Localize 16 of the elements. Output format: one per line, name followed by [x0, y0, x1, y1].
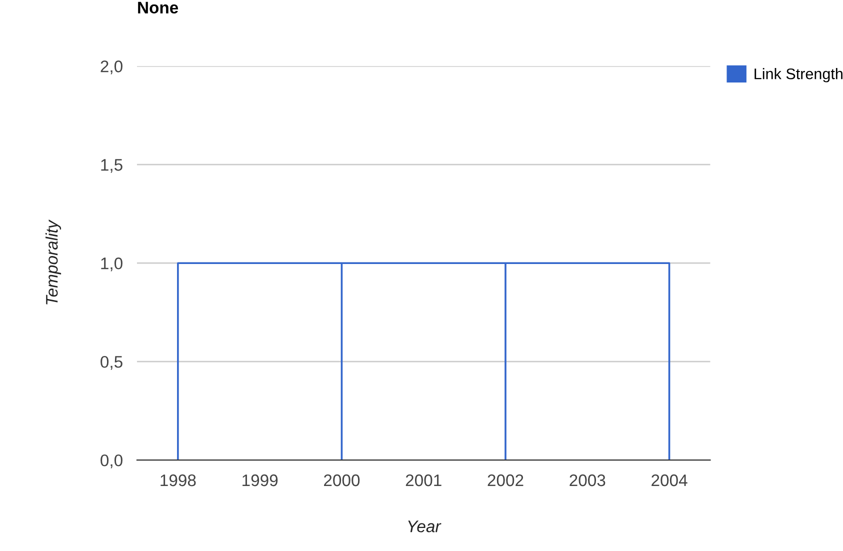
x-tick-label: 2004	[652, 474, 688, 486]
legend-label: Link Strength	[754, 68, 842, 82]
x-tick-label: 1999	[242, 474, 278, 486]
y-tick-label: 1,5	[101, 159, 122, 173]
x-tick-label: 2003	[570, 474, 606, 486]
x-tick-label: 1998	[160, 474, 196, 486]
chart-title: None	[138, 2, 178, 14]
x-tick-label: 2001	[406, 474, 442, 486]
x-tick-label: 2002	[488, 474, 524, 486]
y-tick-label: 0,0	[100, 454, 122, 468]
y-tick-label: 2,0	[100, 60, 122, 74]
x-tick-label: 2000	[324, 474, 360, 486]
y-tick-label: 0,5	[100, 356, 122, 370]
y-tick-label: 1,0	[101, 258, 122, 272]
y-axis-title: Temporality	[46, 219, 62, 304]
x-axis-title: Year	[408, 520, 442, 532]
